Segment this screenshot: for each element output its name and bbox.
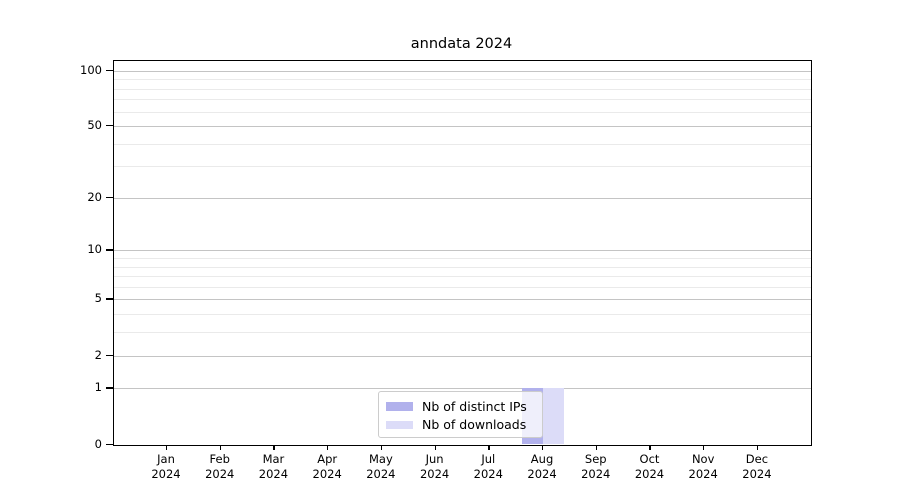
x-tick-year: 2024 <box>634 466 665 481</box>
x-tick-label: Apr 2024 <box>297 452 357 482</box>
y-tick-mark <box>106 249 113 251</box>
y-gridline-major <box>114 299 811 301</box>
legend-label: Nb of downloads <box>422 417 527 433</box>
y-gridline-minor <box>114 332 811 334</box>
legend-label: Nb of distinct IPs <box>422 398 527 414</box>
y-gridline-minor <box>114 88 811 90</box>
x-tick-label: Aug 2024 <box>512 452 572 482</box>
y-gridline-minor <box>114 166 811 168</box>
x-tick-year: 2024 <box>151 466 181 481</box>
x-tick-mark <box>273 444 275 451</box>
x-tick-label: Feb 2024 <box>190 452 250 482</box>
x-tick-mark <box>380 444 383 451</box>
legend-swatch <box>386 402 413 411</box>
y-tick-label: 50 <box>87 118 102 133</box>
y-gridline-minor <box>114 79 811 81</box>
x-tick-mark <box>219 444 221 451</box>
x-tick-label: Jun 2024 <box>405 452 465 482</box>
y-tick-mark <box>106 354 113 356</box>
x-tick-month: Dec <box>745 451 769 466</box>
y-tick-mark <box>106 69 113 71</box>
x-tick-mark <box>595 444 597 451</box>
x-tick-month: Jul <box>481 451 496 466</box>
plot-area <box>113 60 812 446</box>
y-gridline-minor <box>114 143 811 145</box>
x-tick-label: Mar 2024 <box>243 452 303 482</box>
y-gridline-major <box>114 250 811 252</box>
x-tick-month: Oct <box>639 451 660 466</box>
y-tick-label: 10 <box>87 242 102 257</box>
y-gridline-minor <box>114 111 811 113</box>
x-tick-mark <box>703 444 705 451</box>
y-tick-mark <box>106 443 113 445</box>
y-tick-mark <box>106 387 113 389</box>
x-tick-year: 2024 <box>366 466 396 481</box>
x-tick-month: Nov <box>691 451 715 466</box>
y-gridline-major <box>114 126 811 128</box>
y-tick-mark <box>106 125 113 127</box>
x-tick-label: Jan 2024 <box>136 452 196 482</box>
y-gridline-major <box>114 197 811 199</box>
x-tick-mark <box>649 444 651 451</box>
y-tick-label: 2 <box>94 347 102 362</box>
legend: Nb of distinct IPs Nb of downloads <box>378 391 543 438</box>
y-gridline-minor <box>114 286 811 288</box>
y-gridline-minor <box>114 314 811 316</box>
y-gridline-major <box>114 70 811 72</box>
x-tick-month: Mar <box>262 451 285 466</box>
chart-title: anndata 2024 <box>410 36 513 52</box>
y-tick-mark <box>106 196 113 199</box>
x-tick-month: Sep <box>584 451 607 466</box>
x-tick-year: 2024 <box>419 466 450 481</box>
x-tick-label: Oct 2024 <box>619 452 679 482</box>
y-tick-label: 20 <box>87 189 102 204</box>
y-gridline-minor <box>114 266 811 268</box>
x-tick-year: 2024 <box>312 466 342 481</box>
y-tick-label: 100 <box>80 62 102 77</box>
x-tick-year: 2024 <box>581 466 611 481</box>
x-tick-year: 2024 <box>527 466 557 481</box>
x-tick-mark <box>434 444 436 451</box>
y-gridline-minor <box>114 99 811 101</box>
x-tick-month: Apr <box>317 451 338 466</box>
x-tick-mark <box>756 444 759 451</box>
y-gridline-minor <box>114 276 811 278</box>
y-tick-mark <box>106 298 113 300</box>
y-gridline-minor <box>114 258 811 260</box>
x-tick-label: May 2024 <box>351 452 411 482</box>
y-gridline-major <box>114 388 811 390</box>
x-tick-month: Jan <box>157 451 175 466</box>
x-tick-label: Nov 2024 <box>673 452 733 482</box>
x-tick-mark <box>542 444 544 451</box>
x-tick-label: Sep 2024 <box>566 452 626 482</box>
x-tick-month: May <box>368 451 393 466</box>
legend-row: Nb of distinct IPs <box>386 397 534 416</box>
bar-downloads <box>543 388 565 445</box>
x-tick-year: 2024 <box>473 466 503 481</box>
x-tick-mark <box>166 444 168 451</box>
y-tick-label: 5 <box>94 291 102 306</box>
y-tick-label: 1 <box>94 380 102 395</box>
legend-swatch <box>386 420 413 429</box>
x-tick-month: Jun <box>425 451 444 466</box>
x-tick-year: 2024 <box>205 466 235 481</box>
x-tick-label: Jul 2024 <box>458 452 518 482</box>
legend-row: Nb of downloads <box>386 416 534 435</box>
x-tick-year: 2024 <box>688 466 718 481</box>
x-tick-mark <box>327 444 329 451</box>
x-tick-mark <box>488 444 490 451</box>
x-tick-year: 2024 <box>258 466 289 481</box>
y-gridline-major <box>114 355 811 357</box>
x-tick-label: Dec 2024 <box>727 452 787 482</box>
x-tick-month: Feb <box>209 451 230 466</box>
x-tick-month: Aug <box>530 451 554 466</box>
x-tick-year: 2024 <box>742 466 772 481</box>
y-tick-label: 0 <box>94 436 102 451</box>
